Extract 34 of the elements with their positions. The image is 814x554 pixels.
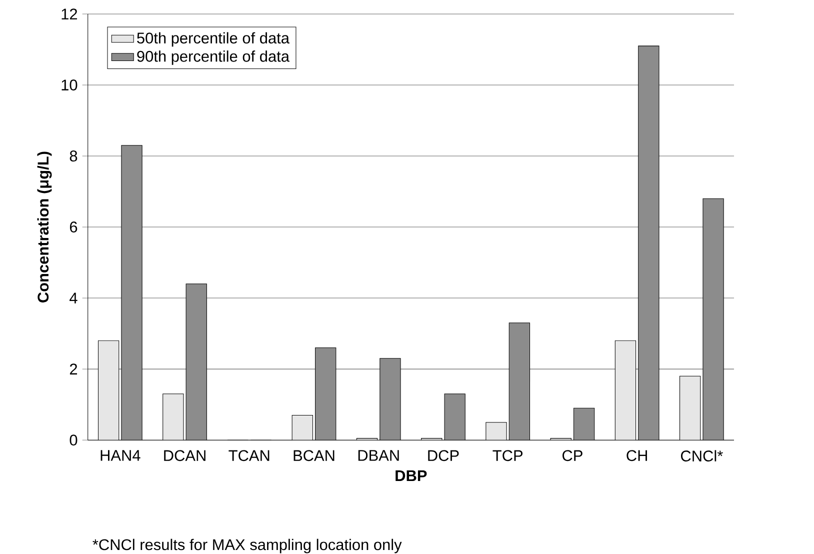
y-axis-title: Concentration (μg/L) — [37, 152, 52, 303]
x-tick-label: TCP — [492, 450, 522, 462]
y-tick-label: 12 — [62, 8, 78, 20]
x-tick-label: CH — [626, 450, 647, 462]
text: *CNCl results for MAX sampling location only — [92, 538, 402, 554]
x-tick-label: TCAN — [228, 450, 270, 462]
x-tick-label: CP — [562, 450, 582, 462]
y-tick-label: 0 — [70, 434, 78, 446]
y-tick-label: 2 — [70, 364, 78, 375]
bar — [508, 322, 530, 440]
legend-label: 50th percentile of data — [137, 32, 290, 47]
bar — [680, 376, 701, 440]
legend-label: 90th percentile of data — [137, 50, 290, 66]
bar — [315, 348, 336, 440]
bar — [638, 46, 660, 440]
x-tick-label: BCAN — [294, 450, 334, 462]
x-axis-title: DBP — [396, 470, 427, 482]
bar — [702, 198, 724, 440]
x-tick-label: DCP — [428, 450, 459, 462]
bar — [380, 358, 401, 440]
bar — [486, 422, 507, 440]
bar — [573, 408, 595, 440]
x-tick-label: DBAN — [358, 450, 399, 461]
y-tick-label: 4 — [70, 292, 78, 304]
bar — [292, 415, 313, 440]
bar — [121, 145, 142, 440]
y-tick-label: 8 — [70, 150, 78, 162]
x-tick-label: HAN4 — [100, 450, 140, 461]
x-tick-label: DCAN — [164, 450, 206, 462]
y-tick-label: 6 — [70, 222, 78, 233]
y-tick-label: 10 — [62, 80, 78, 91]
bar — [614, 340, 636, 440]
x-tick-label: CNCl* — [680, 450, 723, 462]
bar — [98, 340, 120, 440]
